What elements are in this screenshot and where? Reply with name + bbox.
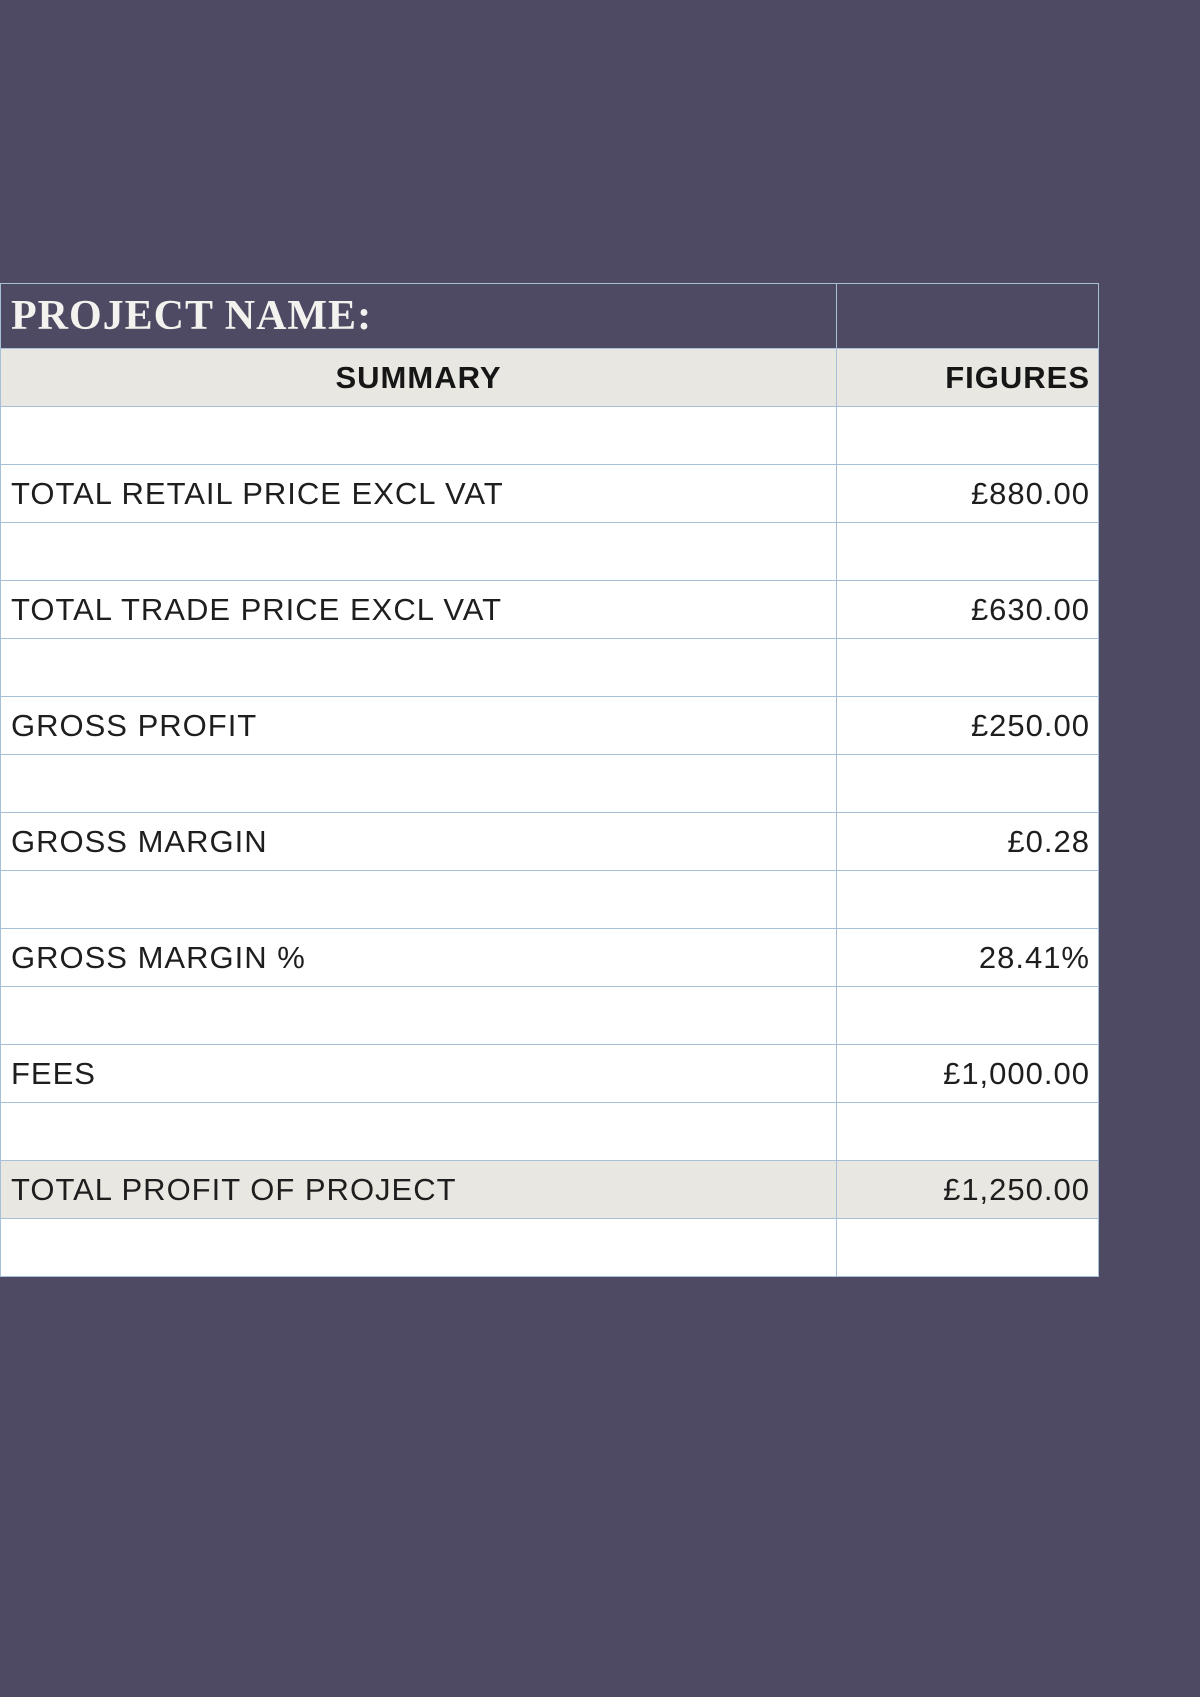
table-header-row: SUMMARY FIGURES <box>0 348 1099 407</box>
empty-cell[interactable] <box>836 406 1099 465</box>
row-label-cell[interactable]: TOTAL PROFIT OF PROJECT <box>0 1160 837 1219</box>
figures-header-cell[interactable]: FIGURES <box>836 348 1099 407</box>
row-value-cell[interactable]: £1,250.00 <box>836 1160 1099 1219</box>
empty-cell[interactable] <box>0 1102 837 1161</box>
row-value-cell[interactable]: £1,000.00 <box>836 1044 1099 1103</box>
summary-header-cell[interactable]: SUMMARY <box>0 348 837 407</box>
table-row-gross-profit: GROSS PROFIT £250.00 <box>0 696 1099 755</box>
empty-cell[interactable] <box>0 522 837 581</box>
empty-cell[interactable] <box>0 754 837 813</box>
table-row-fees: FEES £1,000.00 <box>0 1044 1099 1103</box>
empty-cell[interactable] <box>836 754 1099 813</box>
project-name-cell[interactable]: PROJECT NAME: <box>0 283 837 349</box>
empty-cell[interactable] <box>0 638 837 697</box>
summary-table: PROJECT NAME: SUMMARY FIGURES TOTAL RETA… <box>0 283 1099 1277</box>
empty-cell[interactable] <box>836 1218 1099 1277</box>
table-row-gross-margin: GROSS MARGIN £0.28 <box>0 812 1099 871</box>
row-label-cell[interactable]: FEES <box>0 1044 837 1103</box>
empty-cell[interactable] <box>0 1218 837 1277</box>
row-value-cell[interactable]: £250.00 <box>836 696 1099 755</box>
spreadsheet-area: PROJECT NAME: SUMMARY FIGURES TOTAL RETA… <box>0 283 1099 1277</box>
empty-cell[interactable] <box>836 870 1099 929</box>
table-row-gross-margin-pct: GROSS MARGIN % 28.41% <box>0 928 1099 987</box>
empty-row <box>0 986 1099 1045</box>
empty-cell[interactable] <box>836 1102 1099 1161</box>
empty-row <box>0 522 1099 581</box>
empty-cell[interactable] <box>836 522 1099 581</box>
row-label-cell[interactable]: TOTAL RETAIL PRICE EXCL VAT <box>0 464 837 523</box>
table-row-total-trade: TOTAL TRADE PRICE EXCL VAT £630.00 <box>0 580 1099 639</box>
row-value-cell[interactable]: £880.00 <box>836 464 1099 523</box>
empty-cell[interactable] <box>0 406 837 465</box>
row-label-cell[interactable]: GROSS MARGIN <box>0 812 837 871</box>
empty-row <box>0 1102 1099 1161</box>
empty-row <box>0 406 1099 465</box>
table-row-total-profit: TOTAL PROFIT OF PROJECT £1,250.00 <box>0 1160 1099 1219</box>
row-value-cell[interactable]: £0.28 <box>836 812 1099 871</box>
empty-cell[interactable] <box>0 986 837 1045</box>
empty-cell[interactable] <box>0 870 837 929</box>
row-value-cell[interactable]: £630.00 <box>836 580 1099 639</box>
project-name-empty-cell[interactable] <box>836 283 1099 349</box>
empty-cell[interactable] <box>836 638 1099 697</box>
empty-row <box>0 638 1099 697</box>
row-label-cell[interactable]: GROSS MARGIN % <box>0 928 837 987</box>
table-row-total-retail: TOTAL RETAIL PRICE EXCL VAT £880.00 <box>0 464 1099 523</box>
empty-row <box>0 754 1099 813</box>
row-label-cell[interactable]: GROSS PROFIT <box>0 696 837 755</box>
empty-cell[interactable] <box>836 986 1099 1045</box>
empty-row <box>0 1218 1099 1277</box>
project-name-row: PROJECT NAME: <box>0 283 1099 349</box>
row-label-cell[interactable]: TOTAL TRADE PRICE EXCL VAT <box>0 580 837 639</box>
empty-row <box>0 870 1099 929</box>
row-value-cell[interactable]: 28.41% <box>836 928 1099 987</box>
